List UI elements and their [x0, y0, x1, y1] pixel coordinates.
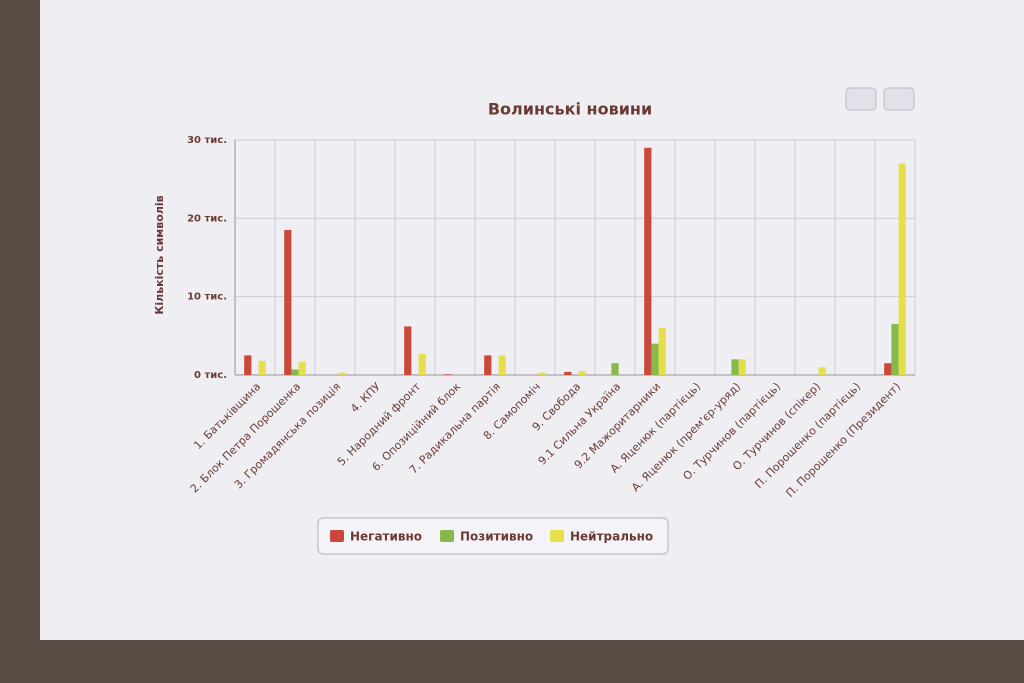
bar: [244, 355, 252, 375]
bar: [818, 367, 826, 375]
bar: [484, 355, 492, 375]
bar: [898, 163, 906, 375]
y-tick-label: 10 тис.: [187, 292, 227, 303]
legend-swatch: [440, 530, 454, 542]
legend-item[interactable]: Нейтрально: [550, 530, 653, 544]
legend: Негативно Позитивно Нейтрально: [317, 517, 669, 555]
bar: [891, 324, 899, 375]
legend-label: Позитивно: [460, 530, 533, 544]
export-button[interactable]: [883, 87, 915, 111]
bar: [611, 363, 619, 375]
y-axis-label: Кількість символів: [153, 195, 166, 314]
bar: [578, 371, 586, 375]
legend-item[interactable]: Позитивно: [440, 530, 533, 544]
legend-swatch: [550, 530, 564, 542]
chart-title: Волинські новини: [488, 100, 652, 119]
y-tick-label: 20 тис.: [187, 213, 227, 224]
bar: [731, 359, 739, 375]
y-tick-label: 0 тис.: [194, 370, 227, 381]
legend-label: Негативно: [350, 530, 422, 544]
bar: [498, 355, 506, 375]
legend-label: Нейтрально: [570, 530, 653, 544]
bar: [651, 343, 659, 375]
bar: [564, 371, 572, 375]
bar: [884, 363, 892, 375]
bar: [284, 230, 292, 375]
legend-swatch: [330, 530, 344, 542]
bar: [644, 147, 652, 375]
bar: [738, 359, 746, 375]
bar: [444, 374, 452, 375]
bar: [538, 372, 546, 375]
y-tick-label: 30 тис.: [187, 135, 227, 146]
bar: [418, 353, 426, 375]
bar: [258, 360, 266, 375]
print-button[interactable]: [845, 87, 877, 111]
bar: [658, 328, 666, 375]
bar: [291, 369, 299, 375]
legend-box: [317, 517, 669, 555]
bar: [298, 361, 306, 375]
bar: [338, 372, 346, 375]
bar: [404, 326, 412, 375]
legend-item[interactable]: Негативно: [330, 530, 422, 544]
